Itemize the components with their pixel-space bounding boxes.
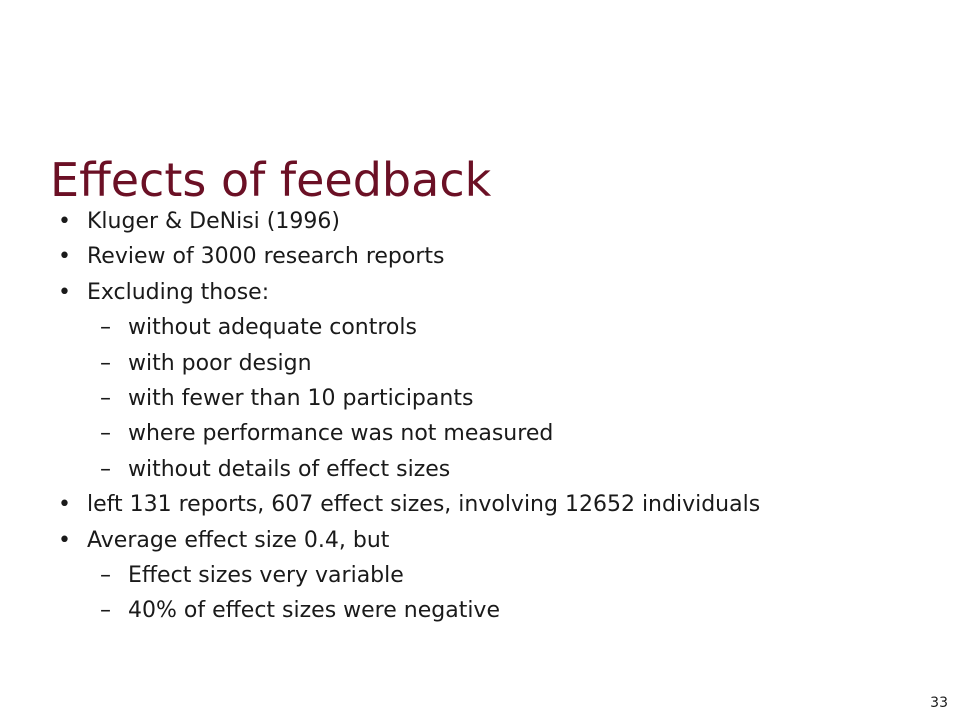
bullet-average-effect: Average effect size 0.4, but [58,528,878,553]
bullet-review: Review of 3000 research reports [58,245,878,270]
bullet-excluding: Excluding those: [58,280,878,305]
slide-title: Effects of feedback [50,153,492,207]
bullet-citation: Kluger & DeNisi (1996) [58,210,878,235]
sub-bullet-effect-details: without details of effect sizes [58,457,878,482]
bullet-remaining-reports: left 131 reports, 607 effect sizes, invo… [58,493,878,518]
sub-bullet-negative: 40% of effect sizes were negative [58,599,878,624]
sub-bullet-variable: Effect sizes very variable [58,563,878,588]
sub-bullet-design: with poor design [58,351,878,376]
sub-bullet-participants: with fewer than 10 participants [58,386,878,411]
page-number: 33 [930,695,948,711]
bullet-list: Kluger & DeNisi (1996) Review of 3000 re… [58,210,878,635]
sub-bullet-performance: where performance was not measured [58,422,878,447]
sub-bullet-controls: without adequate controls [58,316,878,341]
